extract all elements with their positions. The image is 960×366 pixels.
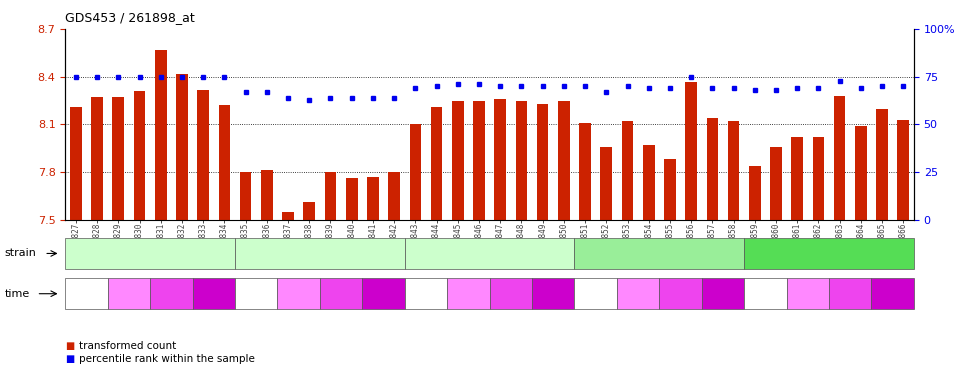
Bar bbox=[664, 159, 676, 220]
Text: 7 day: 7 day bbox=[371, 289, 396, 298]
Text: percentile rank within the sample: percentile rank within the sample bbox=[79, 354, 254, 365]
Bar bbox=[728, 121, 739, 220]
Text: 7 day: 7 day bbox=[540, 289, 565, 298]
Bar bbox=[198, 90, 209, 220]
Text: lfy-12: lfy-12 bbox=[305, 249, 335, 258]
Bar bbox=[558, 101, 569, 220]
Bar bbox=[219, 105, 230, 220]
Bar bbox=[622, 121, 634, 220]
Bar bbox=[91, 97, 103, 220]
Bar bbox=[112, 97, 124, 220]
Text: 3 day: 3 day bbox=[116, 289, 141, 298]
Bar bbox=[388, 172, 400, 220]
Bar bbox=[240, 172, 252, 220]
Bar bbox=[770, 147, 781, 220]
Text: 5 day: 5 day bbox=[838, 289, 863, 298]
Bar bbox=[367, 177, 379, 220]
Bar bbox=[834, 96, 846, 220]
Text: 5 day: 5 day bbox=[158, 289, 184, 298]
Text: Col-0 wild type: Col-0 wild type bbox=[111, 249, 189, 258]
Bar bbox=[133, 91, 145, 220]
Text: 7 day: 7 day bbox=[880, 289, 905, 298]
Text: ■: ■ bbox=[65, 354, 75, 365]
Text: 3 day: 3 day bbox=[626, 289, 651, 298]
Text: ft-2: ft-2 bbox=[820, 249, 838, 258]
Text: 0 day: 0 day bbox=[583, 289, 609, 298]
Bar bbox=[494, 99, 506, 220]
Bar bbox=[70, 107, 82, 220]
Bar bbox=[643, 145, 655, 220]
Bar bbox=[749, 166, 760, 220]
Bar bbox=[855, 126, 867, 220]
Text: 7 day: 7 day bbox=[710, 289, 735, 298]
Text: 0 day: 0 day bbox=[74, 289, 99, 298]
Bar bbox=[261, 171, 273, 220]
Bar bbox=[707, 118, 718, 220]
Bar bbox=[791, 137, 804, 220]
Text: 3 day: 3 day bbox=[286, 289, 311, 298]
Bar bbox=[812, 137, 825, 220]
Text: Ler wild type: Ler wild type bbox=[456, 249, 523, 258]
Bar bbox=[303, 202, 315, 220]
Text: GDS453 / 261898_at: GDS453 / 261898_at bbox=[65, 11, 195, 24]
Bar bbox=[452, 101, 464, 220]
Text: 3 day: 3 day bbox=[456, 289, 481, 298]
Bar bbox=[876, 109, 888, 220]
Text: 0 day: 0 day bbox=[753, 289, 778, 298]
Bar bbox=[431, 107, 443, 220]
Text: co-2: co-2 bbox=[648, 249, 671, 258]
Bar bbox=[324, 172, 336, 220]
Text: 5 day: 5 day bbox=[668, 289, 693, 298]
Text: time: time bbox=[5, 289, 30, 299]
Text: 5 day: 5 day bbox=[328, 289, 353, 298]
Bar bbox=[600, 147, 612, 220]
Text: 0 day: 0 day bbox=[414, 289, 439, 298]
Bar bbox=[155, 50, 167, 220]
Text: ■: ■ bbox=[65, 341, 75, 351]
Bar bbox=[282, 212, 294, 220]
Bar bbox=[537, 104, 548, 220]
Bar bbox=[473, 101, 485, 220]
Text: transformed count: transformed count bbox=[79, 341, 176, 351]
Text: strain: strain bbox=[5, 249, 36, 258]
Text: 5 day: 5 day bbox=[498, 289, 523, 298]
Text: 7 day: 7 day bbox=[202, 289, 227, 298]
Bar bbox=[685, 82, 697, 220]
Text: 3 day: 3 day bbox=[795, 289, 821, 298]
Bar bbox=[516, 101, 527, 220]
Bar bbox=[410, 124, 421, 220]
Text: 0 day: 0 day bbox=[244, 289, 269, 298]
Bar bbox=[898, 120, 909, 220]
Bar bbox=[176, 74, 188, 220]
Bar bbox=[346, 178, 357, 220]
Bar bbox=[579, 123, 591, 220]
